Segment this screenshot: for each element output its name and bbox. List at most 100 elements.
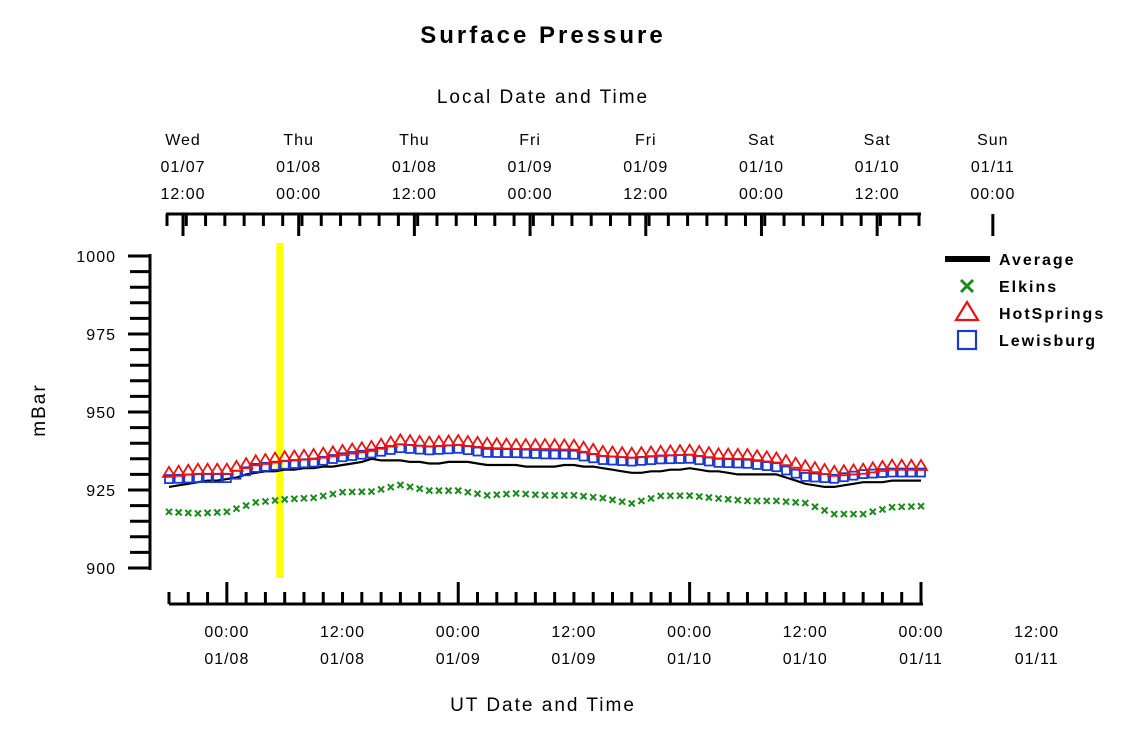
hotsprings-point [373,437,389,450]
lewisburg-point [424,445,435,456]
elkins-point [791,498,800,507]
top-tick-day: Fri [635,132,657,149]
hotsprings-point [874,459,891,472]
elkins-point [435,486,443,495]
top-tick-date: 01/11 [971,159,1015,176]
bottom-tick-date: 01/09 [436,651,481,668]
elkins-point [338,488,347,496]
top-tick-date: 01/09 [623,159,668,176]
hotsprings-point [575,440,592,453]
lewisburg-point [713,457,724,468]
elkins-point [203,509,212,517]
lewisburg-point [916,467,926,478]
elkins-point [676,492,684,500]
hotsprings-point [807,460,823,474]
elkins-point [377,485,385,494]
elkins-point [869,508,877,516]
elkins-point [290,495,299,503]
hotsprings-point [527,437,543,450]
hotsprings-point [180,463,196,476]
hotsprings-point [836,463,852,477]
elkins-point [358,488,366,496]
y-tick-label: 900 [86,561,116,578]
hotsprings-point [749,448,765,462]
hotsprings-point [855,461,871,475]
lewisburg-point [540,449,550,460]
top-tick-date: 01/08 [392,159,437,176]
elkins-point [261,497,270,506]
top-tick-date: 01/07 [160,159,205,176]
elkins-point [473,490,482,498]
legend: Average Elkins HotSprings Lewisburg [945,252,1105,351]
lewisburg-point [810,472,820,483]
hotsprings-point [643,444,659,458]
lewisburg-point [482,447,493,458]
bottom-tick-time: 00:00 [204,624,249,641]
hotsprings-point [450,433,466,446]
bottom-tick-time: 12:00 [783,624,828,641]
elkins-point [396,481,405,489]
bottom-tick-time: 00:00 [667,624,712,641]
hotsprings-point [460,434,476,447]
elkins-point [560,491,568,500]
lewisburg-point [491,448,502,458]
hotsprings-point [768,450,784,464]
y-axis-label: mBar [29,383,50,436]
elkins-point [666,492,675,500]
elkins-point [859,510,867,518]
elkins-point [811,503,819,511]
elkins-point [512,489,520,498]
legend-label: HotSprings [999,306,1105,323]
elkins-point [849,510,858,518]
elkins-point [309,494,318,502]
elkins-point [522,490,530,498]
elkins-point [387,483,395,491]
top-tick-time: 00:00 [508,186,553,203]
elkins-point [917,502,925,510]
bottom-tick-time: 12:00 [1014,624,1059,641]
hotsprings-point [518,437,534,450]
lewisburg-point [790,468,801,479]
top-tick-day: Sat [748,132,775,149]
series-hotsprings [161,432,929,478]
elkins-point [743,497,752,505]
elkins-point [579,492,588,500]
lewisburg-point [723,458,734,469]
elkins-point [232,505,241,513]
hotsprings-point [306,447,322,460]
elkins-point [830,510,838,518]
lewisburg-point [906,467,917,478]
bottom-tick-date: 01/09 [551,651,596,668]
top-tick-day: Thu [283,132,314,149]
legend-swatch-elkins [959,278,975,294]
top-tick-time: 12:00 [392,186,437,203]
top-tick-day: Wed [165,132,201,149]
hotsprings-point [682,442,698,456]
bottom-tick-time: 00:00 [436,624,481,641]
y-tick-label: 950 [86,405,116,422]
top-tick-date: 01/09 [508,159,553,176]
top-tick-time: 12:00 [623,186,668,203]
elkins-point [618,497,626,506]
elkins-point [502,490,511,498]
lewisburg-point [164,474,174,484]
hotsprings-point [402,433,418,447]
lewisburg-point [800,471,811,482]
series-elkins [165,481,925,518]
hotsprings-point [325,444,341,458]
bottom-x-axis-label: UT Date and Time [450,695,636,716]
top-tick-date: 01/08 [276,159,321,176]
hotsprings-point [547,437,563,451]
hotsprings-point [228,459,245,472]
top-tick-date: 01/10 [739,159,784,176]
lewisburg-point [819,473,830,484]
elkins-point [454,486,462,495]
hotsprings-point [826,464,842,477]
top-tick-time: 12:00 [855,186,900,203]
lewisburg-point [829,473,840,484]
elkins-point [550,491,559,500]
elkins-point [570,491,578,500]
hotsprings-point [508,437,524,450]
elkins-point [820,506,829,515]
hotsprings-point [296,448,312,461]
